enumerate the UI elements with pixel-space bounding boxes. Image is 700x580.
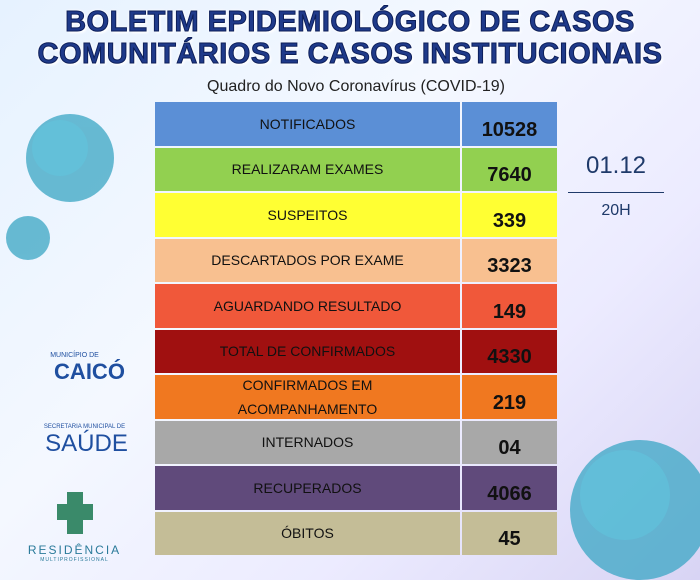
row-value: 10528	[462, 102, 557, 146]
logo-icon	[56, 492, 93, 534]
row-value: 04	[462, 420, 557, 464]
title: COMUNITÁRIOS E CASOS INSTITUCIONAIS	[37, 38, 663, 71]
table-row: DESCARTADOS POR EXAME 3323	[155, 238, 557, 282]
time: 20H	[601, 202, 631, 219]
row-label: ÓBITOS	[155, 511, 460, 555]
row-value: 7640	[462, 147, 557, 191]
table-row: NOTIFICADOS 10528	[155, 102, 557, 146]
logo-caico: MUNICÍPIO DE CAICÓ	[12, 352, 137, 385]
logo-text: MUNICÍPIO DE	[50, 352, 99, 359]
date: 01.12	[585, 152, 647, 179]
row-label: TOTAL DE CONFIRMADOS	[155, 329, 460, 373]
table-row: TOTAL DE CONFIRMADOS 4330	[155, 329, 557, 373]
logo-text: MULTIPROFISSIONAL	[40, 557, 109, 563]
logo-text: CAICÓ	[54, 359, 125, 384]
row-value: 4330	[462, 329, 557, 373]
table-row: SUSPEITOS 339	[155, 193, 557, 237]
row-label: REALIZARAM EXAMES	[155, 147, 460, 191]
table-row: REALIZARAM EXAMES 7640	[155, 147, 557, 191]
row-label: DESCARTADOS POR EXAME	[155, 238, 460, 282]
table-row: CONFIRMADOS EM ACOMPANHAMENTO 219	[155, 375, 557, 419]
row-value: 149	[462, 284, 557, 328]
table-row: AGUARDANDO RESULTADO 149	[155, 284, 557, 328]
row-label: CONFIRMADOS EM ACOMPANHAMENTO	[155, 375, 460, 419]
title: BOLETIM EPIDEMIOLÓGICO DE CASOS	[65, 6, 635, 39]
logo-text: SECRETARIA MUNICIPAL DE	[43, 424, 126, 430]
logo-text: SAÚDE	[45, 430, 128, 457]
row-label: NOTIFICADOS	[155, 102, 460, 146]
row-value: 45	[462, 511, 557, 555]
row-value: 4066	[462, 466, 557, 510]
logo-saude: SECRETARIA MUNICIPAL DE SAÚDE	[12, 424, 137, 458]
logo-residencia: RESIDÊNCIA MULTIPROFISSIONAL	[12, 488, 137, 563]
row-value: 219	[462, 375, 557, 419]
table-row: ÓBITOS 45	[155, 511, 557, 555]
row-label: AGUARDANDO RESULTADO	[155, 284, 460, 328]
table-row: INTERNADOS 04	[155, 420, 557, 464]
table: NOTIFICADOS 10528 REALIZARAM EXAMES 7640 SUS…	[155, 102, 557, 557]
row-label: SUSPEITOS	[155, 193, 460, 237]
row-value: 339	[462, 193, 557, 237]
divider	[568, 192, 664, 193]
logo-text: RESIDÊNCIA	[27, 543, 122, 557]
row-label: RECUPERADOS	[155, 466, 460, 510]
row-value: 3323	[462, 238, 557, 282]
table-row: RECUPERADOS 4066	[155, 466, 557, 510]
row-label: INTERNADOS	[155, 420, 460, 464]
subtitle: Quadro do Novo Coronavírus (COVID-19)	[207, 78, 505, 95]
